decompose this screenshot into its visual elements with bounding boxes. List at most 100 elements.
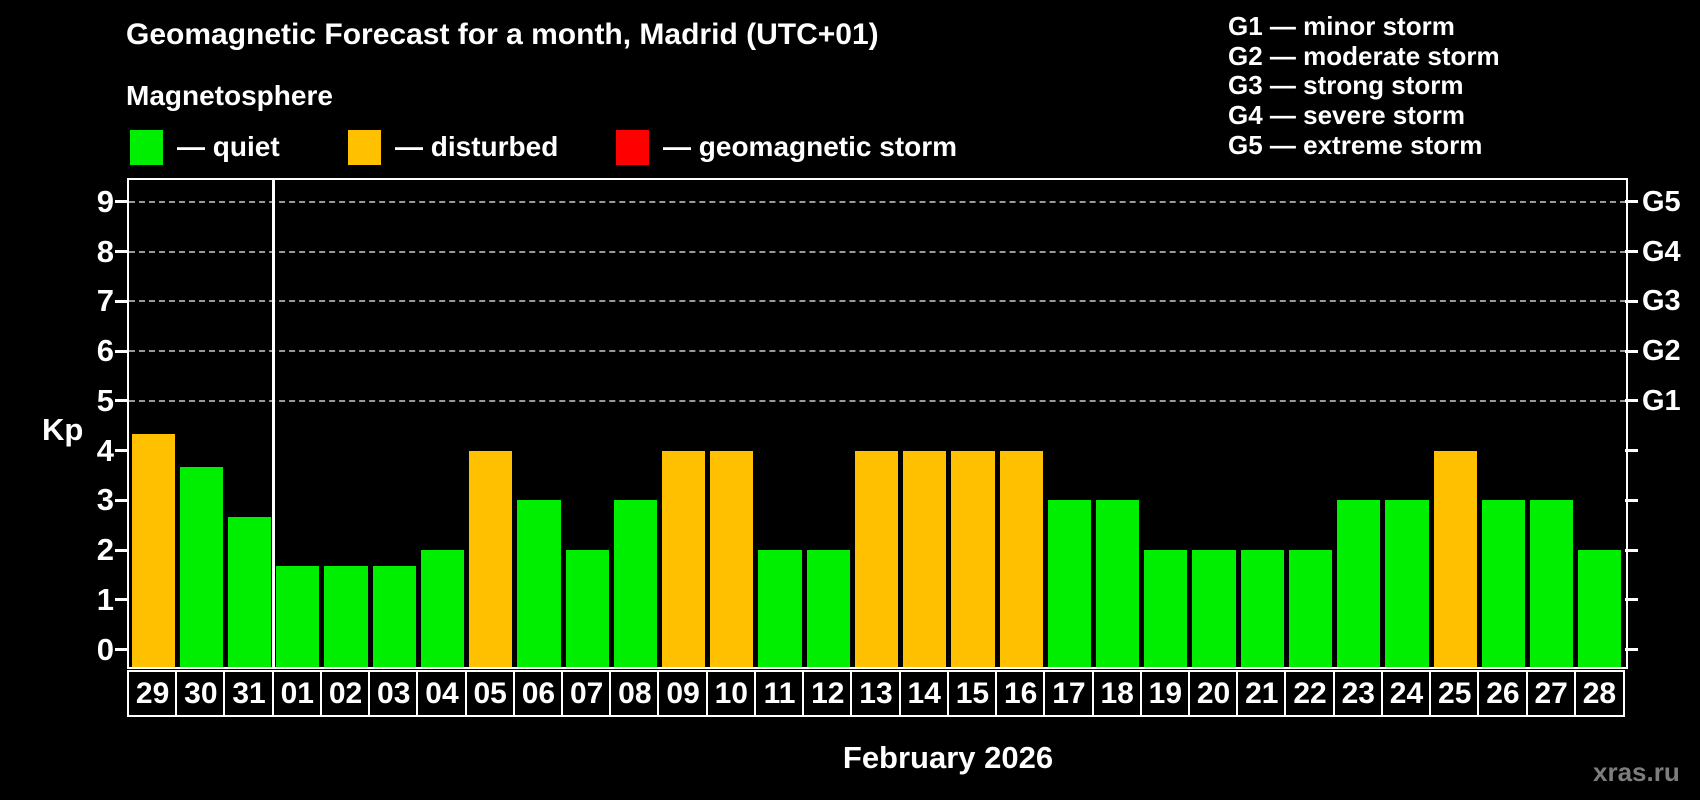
y-tick-right-7: [1625, 299, 1638, 303]
g-scale-legend: G1 — minor storm G2 — moderate storm G3 …: [1228, 11, 1500, 161]
y-tick-label-2: 2: [96, 532, 114, 567]
gridline-kp7: [129, 300, 1626, 303]
legend-item-storm: — geomagnetic storm: [616, 128, 957, 166]
y-tick-right-2: [1625, 548, 1638, 552]
g4-legend-line: G4 — severe storm: [1228, 100, 1466, 131]
bar-day-13: [854, 450, 899, 667]
day-label-25: 25: [1429, 670, 1481, 717]
bar-day-19: [1144, 550, 1188, 667]
bar-day-08: [613, 500, 657, 667]
day-label-20: 20: [1187, 670, 1240, 717]
day-label-16: 16: [995, 670, 1047, 717]
g-axis-label-G5: G5: [1642, 185, 1681, 218]
y-tick-label-9: 9: [96, 183, 114, 219]
bar-day-04: [420, 550, 465, 667]
watermark: xras.ru: [1593, 757, 1680, 787]
y-tick-right-3: [1625, 498, 1638, 502]
y-tick-right-9: [1625, 200, 1638, 204]
day-label-14: 14: [898, 670, 950, 717]
day-label-07: 07: [561, 670, 613, 717]
kp-axis-label: Kp: [42, 412, 84, 447]
y-tick-left-7: [115, 299, 128, 303]
day-label-15: 15: [946, 670, 999, 717]
y-tick-left-0: [115, 648, 128, 651]
y-tick-label-1: 1: [96, 581, 114, 617]
day-label-09: 09: [657, 670, 709, 717]
legend-item-quiet: — quiet: [130, 128, 280, 166]
y-tick-left-9: [115, 200, 128, 204]
bar-day-18: [1096, 500, 1140, 667]
g5-legend-line: G5 — extreme storm: [1228, 129, 1483, 160]
day-label-29: 29: [127, 670, 179, 717]
day-label-13: 13: [850, 670, 902, 717]
bar-day-21: [1240, 550, 1284, 667]
g-axis-label-G2: G2: [1642, 335, 1681, 367]
bar-day-26: [1481, 500, 1526, 667]
chart-title: Geomagnetic Forecast for a month, Madrid…: [126, 18, 879, 51]
bar-day-07: [565, 550, 609, 667]
bar-day-15: [951, 450, 995, 667]
day-label-21: 21: [1236, 670, 1288, 717]
y-tick-label-3: 3: [96, 482, 114, 518]
bar-day-02: [324, 566, 368, 667]
y-tick-left-5: [115, 399, 128, 403]
bar-day-09: [661, 450, 706, 667]
bar-day-22: [1288, 550, 1333, 667]
y-tick-left-2: [115, 548, 128, 552]
bar-day-06: [517, 500, 561, 667]
y-tick-right-8: [1625, 250, 1638, 253]
bar-day-29: [131, 434, 175, 667]
gridline-kp6: [129, 350, 1626, 352]
day-label-17: 17: [1043, 670, 1095, 717]
day-label-05: 05: [464, 670, 516, 717]
y-tick-label-0: 0: [96, 631, 114, 667]
y-tick-right-4: [1625, 449, 1638, 452]
y-tick-right-5: [1625, 399, 1638, 403]
bar-day-16: [999, 450, 1043, 667]
bar-day-11: [758, 550, 802, 667]
plot-area: [127, 178, 1628, 669]
y-tick-label-7: 7: [96, 283, 114, 319]
day-label-08: 08: [609, 670, 661, 717]
y-tick-left-3: [115, 498, 128, 502]
y-tick-left-8: [115, 250, 128, 253]
day-label-24: 24: [1380, 670, 1433, 717]
y-tick-label-8: 8: [96, 233, 114, 269]
g-axis-label-G1: G1: [1642, 384, 1681, 417]
magnetosphere-label: Magnetosphere: [126, 80, 333, 111]
bar-day-30: [179, 466, 223, 667]
day-label-01: 01: [271, 670, 323, 717]
day-label-06: 06: [512, 670, 565, 717]
bar-day-25: [1433, 450, 1477, 667]
day-label-23: 23: [1332, 670, 1384, 717]
y-tick-right-1: [1625, 598, 1638, 602]
gridline-kp9: [129, 200, 1626, 203]
day-label-26: 26: [1477, 670, 1529, 717]
day-label-22: 22: [1284, 670, 1336, 717]
day-label-11: 11: [753, 670, 806, 717]
quiet-color-swatch: [130, 129, 163, 165]
bar-day-05: [469, 450, 513, 667]
legend-item-disturbed: — disturbed: [348, 128, 558, 166]
day-label-31: 31: [223, 670, 275, 717]
y-tick-right-6: [1625, 349, 1638, 353]
legend-label-disturbed: — disturbed: [395, 131, 559, 162]
day-label-28: 28: [1573, 670, 1625, 717]
y-tick-left-6: [115, 349, 128, 353]
gridline-kp8: [129, 250, 1626, 253]
bar-day-24: [1385, 500, 1429, 667]
y-tick-label-4: 4: [96, 432, 114, 468]
y-tick-label-6: 6: [96, 333, 114, 368]
day-label-12: 12: [802, 670, 854, 717]
y-tick-left-1: [115, 598, 128, 602]
bar-day-31: [227, 516, 272, 667]
storm-color-swatch: [616, 129, 649, 165]
day-label-03: 03: [368, 670, 420, 717]
day-label-18: 18: [1091, 670, 1143, 717]
g-axis-label-G4: G4: [1642, 235, 1681, 268]
legend-label-storm: — geomagnetic storm: [663, 131, 958, 162]
day-label-30: 30: [175, 670, 227, 717]
g-axis-label-G3: G3: [1642, 285, 1681, 318]
g3-legend-line: G3 — strong storm: [1228, 70, 1464, 101]
